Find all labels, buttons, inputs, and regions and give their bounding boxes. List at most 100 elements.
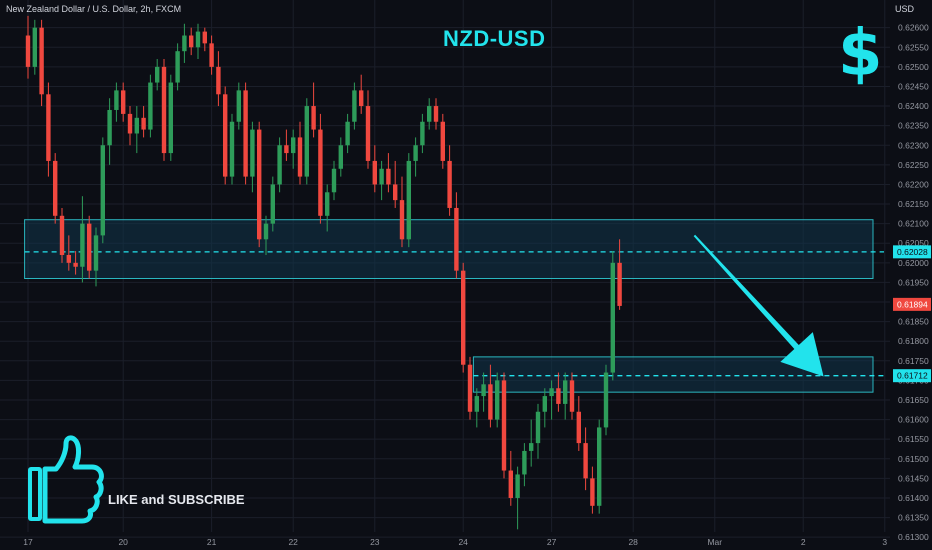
candle-body [25, 35, 31, 67]
candle [488, 364, 493, 428]
candle [236, 82, 241, 130]
candle-body [359, 90, 364, 107]
candle [270, 176, 275, 232]
candle-body [461, 270, 466, 365]
candle-body [338, 145, 343, 169]
candle [420, 113, 425, 154]
y-tick-label: 0.62200 [898, 179, 929, 189]
y-tick-label: 0.62350 [898, 121, 929, 131]
candle-body [209, 43, 214, 67]
candle [182, 23, 187, 63]
y-tick-label: 0.61400 [898, 493, 929, 503]
candle [141, 106, 146, 138]
candle [365, 90, 371, 169]
candle [66, 235, 71, 271]
candle [461, 262, 466, 373]
x-tick-label: 23 [370, 537, 380, 547]
candle [359, 74, 364, 114]
price-label-box [893, 297, 931, 311]
x-tick-label: 2 [801, 537, 806, 547]
candle-body [556, 388, 561, 404]
x-tick-label: 24 [458, 537, 468, 547]
candle-body [597, 427, 602, 506]
candle [474, 388, 479, 428]
y-tick-label: 0.62050 [898, 238, 929, 248]
candle [243, 82, 248, 185]
candle-body [175, 51, 180, 83]
y-tick-label: 0.61950 [898, 277, 929, 287]
candle-body [372, 160, 377, 185]
candle [610, 251, 615, 381]
candle [175, 43, 180, 91]
candle-body [454, 207, 459, 271]
candle-body [610, 262, 615, 373]
candle-body [155, 66, 160, 83]
candle [284, 129, 289, 161]
candle [549, 380, 554, 420]
y-tick-label: 0.62500 [898, 62, 929, 72]
y-tick-label: 0.62150 [898, 199, 929, 209]
candle-body [617, 262, 622, 306]
y-tick-label: 0.61750 [898, 356, 929, 366]
candle [161, 59, 167, 161]
candle-body [107, 109, 112, 146]
candle [345, 113, 350, 154]
candle-body [59, 215, 65, 255]
candle [297, 121, 303, 185]
price-label: 0.61712 [897, 371, 928, 381]
candle-body [148, 82, 153, 130]
candle-body [80, 223, 85, 267]
candle [576, 396, 581, 451]
candle [216, 51, 221, 107]
candle [250, 121, 255, 193]
candle-body [583, 443, 588, 479]
candle [597, 419, 602, 514]
support-resistance-zone [24, 219, 874, 280]
candle [25, 15, 31, 79]
candle-body [535, 411, 541, 444]
candle [318, 113, 323, 224]
like-subscribe-text: LIKE and SUBSCRIBE [108, 492, 245, 507]
candle-body [331, 168, 337, 193]
y-tick-label: 0.61550 [898, 434, 929, 444]
y-tick-label: 0.61850 [898, 317, 929, 327]
candle-body [270, 184, 275, 224]
candle-body [603, 372, 609, 428]
candle-body [413, 145, 418, 161]
candle-body [440, 121, 445, 161]
y-tick-label: 0.62600 [898, 23, 929, 33]
x-tick-label: 28 [628, 537, 638, 547]
candle-body [121, 90, 126, 114]
candle-body [189, 35, 194, 48]
candle-body [563, 380, 568, 404]
candle [195, 23, 201, 60]
candle-body [284, 145, 289, 154]
arrow-layer [693, 234, 824, 377]
candle-body [73, 262, 78, 267]
candle [440, 113, 445, 169]
candle-body [127, 113, 133, 134]
y-tick-label: 0.62300 [898, 140, 929, 150]
candle [155, 59, 160, 91]
candle [569, 372, 575, 420]
candle-body [393, 184, 398, 201]
candle-body [243, 90, 248, 177]
y-tick-label: 0.61350 [898, 513, 929, 523]
candle-body [277, 145, 282, 185]
candle-body [399, 200, 405, 240]
dollar-icon: $ [838, 17, 883, 91]
candle [542, 388, 547, 428]
candle [32, 19, 37, 75]
candle [229, 113, 235, 185]
candle [168, 74, 173, 161]
price-label: 0.62028 [897, 247, 928, 257]
axis-layer: 0.61300 0.61350 0.61400 0.61450 0.61500 0.615… [23, 23, 931, 547]
candle-body [590, 478, 595, 506]
candle [257, 121, 262, 248]
y-tick-label: 0.62100 [898, 219, 929, 229]
candle [39, 19, 44, 107]
candle [590, 466, 595, 514]
candle [583, 427, 588, 491]
